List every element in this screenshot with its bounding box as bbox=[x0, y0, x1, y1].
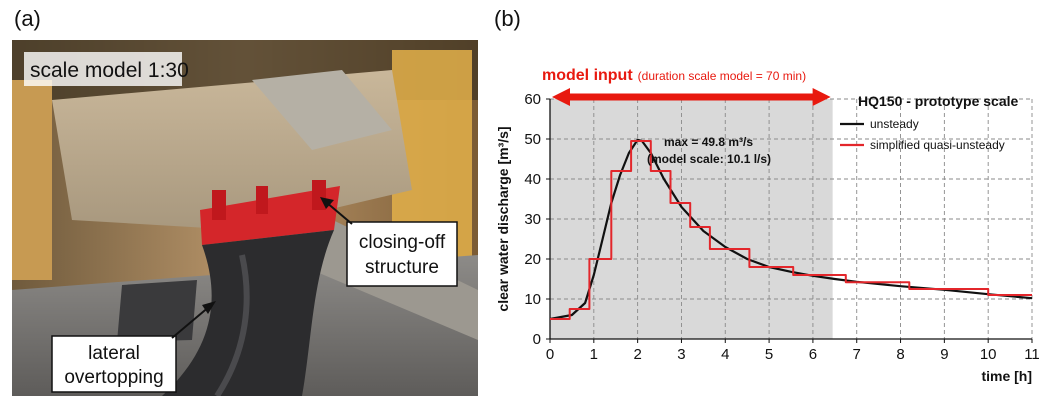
x-tick-label: 3 bbox=[677, 346, 685, 363]
scale-label-box bbox=[24, 52, 182, 86]
x-tick-label: 1 bbox=[590, 346, 598, 363]
lateral-label-line1: lateral bbox=[88, 343, 140, 364]
y-tick-label: 10 bbox=[524, 291, 541, 308]
panel-a-label: (a) bbox=[14, 6, 41, 31]
x-tick-label: 10 bbox=[980, 346, 997, 363]
model-input-label: model input (duration scale model = 70 mi… bbox=[542, 67, 806, 84]
panel-b-label: (b) bbox=[494, 6, 521, 31]
closing-post-mid bbox=[256, 186, 268, 214]
closing-off-label-box bbox=[346, 221, 458, 287]
y-tick-label: 50 bbox=[524, 131, 541, 148]
x-tick-label: 7 bbox=[853, 346, 861, 363]
x-tick-label: 4 bbox=[721, 346, 729, 363]
closing-off-arrow-head bbox=[320, 197, 334, 209]
x-axis-label: time [h] bbox=[981, 368, 1032, 384]
closing-off-label-line1: closing-off bbox=[359, 232, 446, 253]
legend-label: unsteady bbox=[870, 117, 919, 131]
y-tick-label: 40 bbox=[524, 171, 541, 188]
x-tick-label: 2 bbox=[633, 346, 641, 363]
model-input-arrow-right-head bbox=[812, 88, 831, 106]
closing-off-structure bbox=[200, 186, 340, 245]
x-tick-label: 8 bbox=[896, 346, 904, 363]
y-tick-label: 20 bbox=[524, 251, 541, 268]
max-annotation-line1: max = 49.8 m³/s bbox=[664, 135, 753, 149]
channel-highlight bbox=[214, 254, 250, 396]
lateral-arrow-line bbox=[171, 305, 211, 339]
y-tick-label: 30 bbox=[524, 211, 541, 228]
model-input-arrow-left-head bbox=[552, 88, 570, 106]
x-tick-label: 5 bbox=[765, 346, 773, 363]
closing-off-arrow-line bbox=[325, 201, 353, 225]
overtopping-basin bbox=[117, 280, 197, 342]
closing-off-label-line2: structure bbox=[365, 257, 439, 278]
x-tick-label: 11 bbox=[1024, 346, 1040, 363]
wooden-frame-left bbox=[12, 80, 52, 280]
legend-title: HQ150 - prototype scale bbox=[858, 93, 1018, 109]
x-tick-label: 6 bbox=[809, 346, 817, 363]
y-axis-label: clear water discharge [m³/s] bbox=[495, 126, 511, 311]
lateral-arrow-head bbox=[202, 301, 216, 314]
legend-label: simplified quasi-unsteady bbox=[870, 138, 1005, 152]
y-tick-label: 60 bbox=[524, 91, 541, 108]
series-line-quasi-unsteady bbox=[550, 140, 1032, 320]
closing-post-right bbox=[312, 180, 326, 210]
discharge-chart: 0 1 2 3 4 5 6 7 8 9 10 11 0 10 20 30 40 50 60 time [h] clear… bbox=[495, 67, 1040, 384]
x-tick-label: 0 bbox=[546, 346, 554, 363]
gravel-deposit bbox=[252, 70, 392, 150]
x-tick-label: 9 bbox=[940, 346, 948, 363]
scale-label: scale model 1:30 bbox=[30, 59, 189, 82]
lateral-label-line2: overtopping bbox=[64, 367, 163, 388]
max-annotation-line2: (model scale: 10.1 l/s) bbox=[647, 152, 771, 166]
y-tick-label: 0 bbox=[533, 331, 541, 348]
closing-post-left bbox=[212, 190, 226, 220]
scale-model-photo: scale model 1:30 closing-off structure l… bbox=[12, 40, 478, 396]
lateral-label-box bbox=[51, 335, 177, 393]
